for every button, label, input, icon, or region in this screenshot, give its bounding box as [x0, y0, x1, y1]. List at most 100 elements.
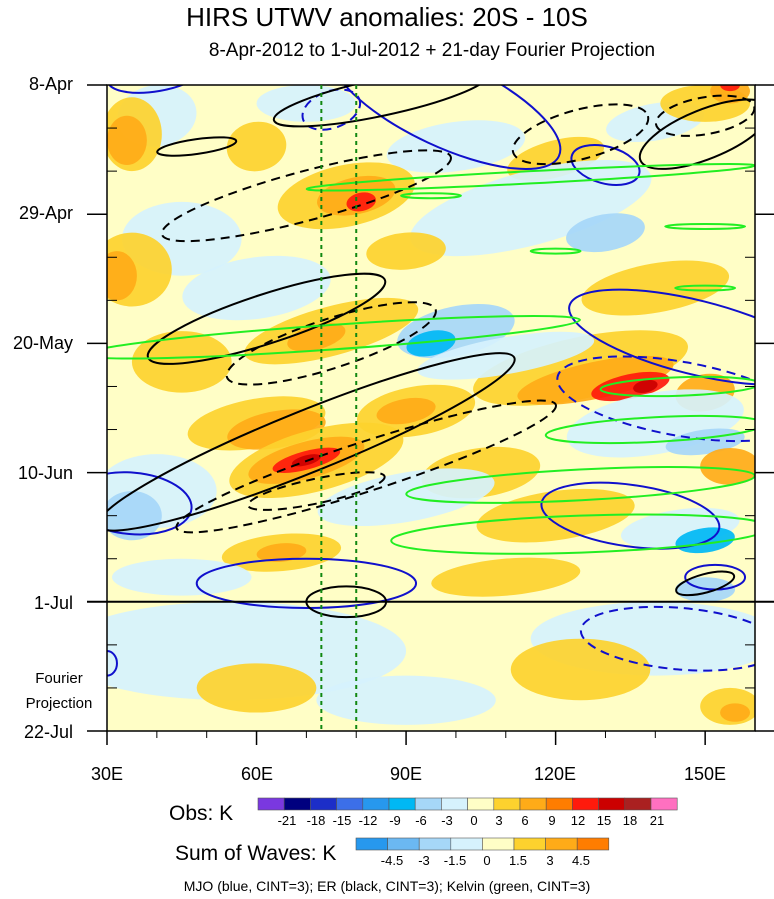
- waves-colorbar-swatch: [576, 837, 610, 851]
- mjo-contour: [556, 355, 755, 443]
- obs-colorbar-title: Obs: K: [169, 802, 234, 825]
- anomaly-patch: [316, 675, 496, 725]
- anomaly-patch: [720, 703, 751, 722]
- x-tick-label: 150E: [683, 764, 727, 784]
- anomaly-patch: [517, 355, 674, 405]
- plot-frame: [87, 84, 774, 745]
- obs-colorbar-swatch: [572, 797, 599, 811]
- colorbars: [257, 797, 678, 851]
- obs-colorbar-label: 6: [521, 813, 529, 828]
- anomaly-patch: [431, 557, 581, 597]
- obs-colorbar-label: -21: [277, 813, 297, 828]
- obs-colorbar-label: -3: [441, 813, 453, 828]
- er-contour: [175, 399, 557, 534]
- obs-colorbar-label: 15: [596, 813, 612, 828]
- contour-legend-footer: MJO (blue, CINT=3); ER (black, CINT=3); …: [183, 878, 591, 894]
- y-tick-label: 8-Apr: [28, 74, 73, 94]
- obs-colorbar-label: -12: [358, 813, 378, 828]
- anomaly-patch: [376, 397, 436, 425]
- anomaly-patch: [386, 120, 526, 173]
- anomaly-patch: [196, 663, 317, 713]
- er-contour: [638, 98, 755, 170]
- er-contour: [654, 94, 755, 137]
- obs-colorbar-label: 12: [570, 813, 586, 828]
- kelvin-contour: [544, 414, 755, 445]
- er-contour: [272, 85, 490, 128]
- anomaly-patch: [226, 121, 287, 172]
- kelvin-contour: [674, 284, 737, 292]
- anomaly-patch: [107, 491, 162, 541]
- waves-colorbar-label: 4.5: [571, 853, 591, 868]
- waves-colorbar-swatch: [450, 837, 483, 851]
- obs-colorbar-swatch: [414, 797, 442, 811]
- mjo-contour: [540, 481, 721, 550]
- anomaly-patch: [182, 255, 331, 321]
- plot-border: [106, 84, 756, 732]
- anomaly-patch: [700, 447, 755, 485]
- anomaly-patch: [633, 379, 658, 394]
- er-contour: [146, 272, 387, 365]
- projection-label-line2: Projection: [25, 695, 93, 712]
- anomaly-patch: [256, 85, 357, 122]
- anomaly-patch: [510, 638, 651, 701]
- waves-colorbar-label: -4.5: [380, 853, 404, 868]
- y-tick-label: 10-Jun: [17, 463, 73, 483]
- obs-colorbar-swatch: [624, 797, 652, 811]
- er-contour: [160, 149, 452, 243]
- obs-colorbar-label: 3: [495, 813, 503, 828]
- waves-colorbar-swatch: [513, 837, 546, 851]
- er-contour: [107, 352, 516, 532]
- waves-colorbar-label: 3: [546, 853, 554, 868]
- mjo-contour: [301, 88, 362, 131]
- obs-colorbar-label: 0: [470, 813, 478, 828]
- waves-colorbar-label: 1.5: [508, 853, 528, 868]
- mjo-contour: [107, 85, 208, 94]
- kelvin-contour: [529, 247, 582, 255]
- obs-colorbar-swatch: [519, 797, 547, 811]
- waves-colorbar-swatch: [482, 837, 515, 851]
- obs-colorbar-label: -18: [306, 813, 326, 828]
- waves-colorbar-label: 0: [483, 853, 491, 868]
- kelvin-contour: [400, 192, 462, 200]
- wave-contours: [107, 85, 755, 677]
- anomaly-patch: [720, 85, 741, 92]
- projection-label-line1: Fourier: [35, 670, 83, 687]
- x-tick-label: 120E: [533, 764, 577, 784]
- mjo-contour: [330, 85, 562, 171]
- anomaly-patch: [710, 85, 751, 104]
- anomaly-patch: [111, 558, 252, 596]
- obs-colorbar-swatch: [650, 797, 678, 811]
- x-tick-label: 60E: [240, 764, 274, 784]
- mjo-contour: [107, 471, 193, 536]
- chart-title: HIRS UTWV anomalies: 20S - 10S: [186, 2, 588, 32]
- mjo-contour: [570, 143, 641, 186]
- anomaly-field: [107, 85, 755, 731]
- anomaly-patch: [406, 330, 456, 357]
- y-tick-label: 20-May: [12, 333, 73, 353]
- obs-colorbar-swatch: [336, 797, 364, 811]
- mjo-contour: [579, 605, 755, 672]
- anomaly-patch: [366, 232, 446, 270]
- obs-colorbar-label: 21: [649, 813, 665, 828]
- x-tick-label: 90E: [389, 764, 423, 784]
- er-contour: [247, 471, 386, 511]
- obs-colorbar-label: -6: [415, 813, 427, 828]
- obs-colorbar-label: 18: [622, 813, 638, 828]
- anomaly-patch: [409, 159, 652, 257]
- waves-colorbar-label: -1.5: [443, 853, 467, 868]
- obs-colorbar-swatch: [362, 797, 390, 811]
- obs-colorbar-swatch: [441, 797, 468, 811]
- waves-colorbar-label: -3: [418, 853, 430, 868]
- anomaly-patch: [256, 543, 307, 563]
- chart-subtitle: 8-Apr-2012 to 1-Jul-2012 + 21-day Fourie…: [208, 40, 656, 61]
- y-tick-label: 22-Jul: [23, 722, 73, 742]
- x-tick-label: 30E: [90, 764, 124, 784]
- anomaly-patch: [107, 251, 137, 301]
- obs-colorbar-swatch: [598, 797, 626, 811]
- anomaly-patch: [107, 601, 407, 701]
- waves-colorbar-title: Sum of Waves: K: [175, 842, 337, 865]
- y-tick-label: 29-Apr: [18, 203, 73, 223]
- obs-colorbar-swatch: [545, 797, 573, 811]
- kelvin-contour: [664, 223, 747, 230]
